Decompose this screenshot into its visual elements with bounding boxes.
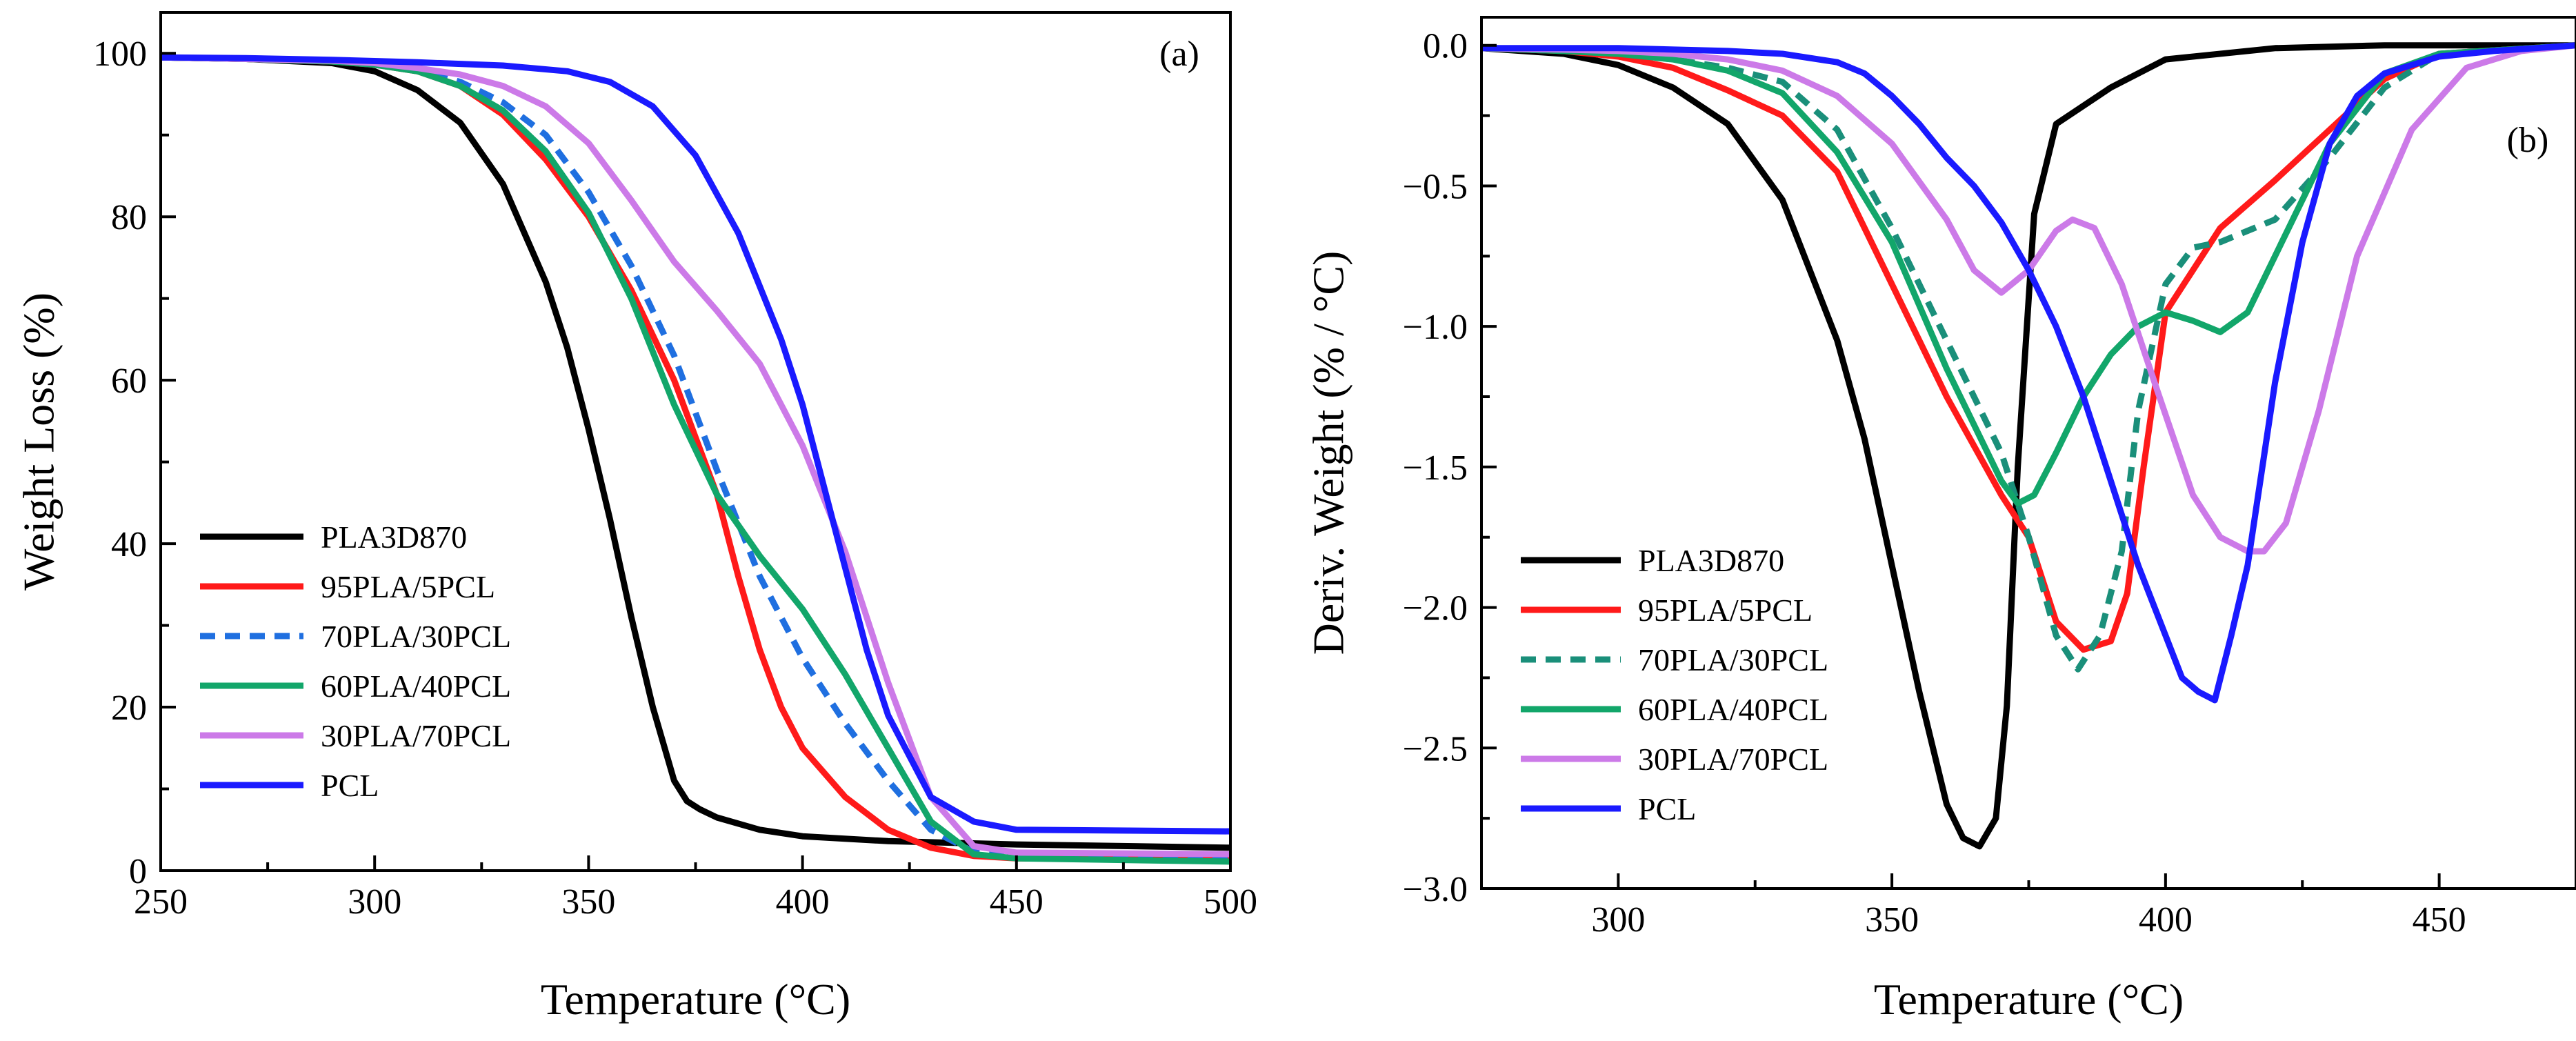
y-tick-label-b: −3.0 [1403, 870, 1468, 909]
series-line-pla3d870 [161, 54, 1230, 851]
legend-label: 60PLA/40PCL [321, 668, 511, 704]
legend-item-pla3d870: PLA3D870 [200, 519, 467, 555]
legend-label: 60PLA/40PCL [1638, 692, 1828, 727]
legend-label: PCL [1638, 791, 1696, 826]
x-tick-label-b: 400 [2139, 900, 2193, 940]
panel-label-b: (b) [2507, 121, 2549, 160]
x-tick-label-b: 300 [1591, 900, 1645, 940]
legend-label: PLA3D870 [321, 519, 467, 555]
series-line-70pla-30pcl [161, 54, 1230, 861]
legend-b: PLA3D870 95PLA/5PCL 70PLA/30PCL 60PLA/40PCL… [1521, 543, 1828, 826]
y-tick-label-a: 60 [111, 361, 147, 401]
y-axis-title-b: Deriv. Weight (% / °C) [1304, 251, 1352, 655]
x-axis-title-a: Temperature (°C) [541, 975, 850, 1024]
series-group-a [161, 54, 1230, 865]
legend-item-70pla-30pcl: 70PLA/30PCL [200, 619, 511, 654]
series-line-pla3d870 [1481, 42, 2576, 850]
x-tick-label-a: 500 [1204, 882, 1257, 922]
x-tick-label-a: 250 [134, 882, 188, 922]
x-axis-title-b: Temperature (°C) [1874, 975, 2184, 1024]
legend-label: PLA3D870 [1638, 543, 1784, 578]
legend-label: 30PLA/70PCL [321, 718, 511, 753]
series-line-pcl [161, 54, 1230, 835]
legend-item-pla3d870: PLA3D870 [1521, 543, 1784, 578]
y-tick-label-a: 0 [129, 852, 147, 891]
series-line-pcl [1481, 42, 2576, 704]
legend-label: 70PLA/30PCL [1638, 642, 1828, 677]
legend-item-30pla-70pcl: 30PLA/70PCL [1521, 742, 1828, 777]
legend-item-60pla-40pcl: 60PLA/40PCL [200, 668, 511, 704]
series-line-60pla-40pcl [1481, 42, 2576, 507]
legend-item-95pla-5pcl: 95PLA/5PCL [1521, 593, 1813, 628]
legend-label: 95PLA/5PCL [1638, 593, 1813, 628]
chart-panel-b: 300 350 400 450 0.0 −0.5 −1.0 −1.5 −2.0 −2.5 −3.0 T… [1304, 16, 2576, 1024]
legend-item-60pla-40pcl: 60PLA/40PCL [1521, 692, 1828, 727]
x-tick-label-a: 350 [561, 882, 615, 922]
legend-item-95pla-5pcl: 95PLA/5PCL [200, 569, 495, 604]
y-tick-label-a: 100 [93, 34, 147, 74]
y-tick-label-a: 80 [111, 198, 147, 237]
legend-item-pcl: PCL [1521, 791, 1696, 826]
legend-label: PCL [321, 768, 379, 803]
panel-label-a: (a) [1159, 34, 1199, 74]
y-tick-label-b: −2.0 [1403, 589, 1468, 628]
legend-item-30pla-70pcl: 30PLA/70PCL [200, 718, 511, 753]
legend-item-70pla-30pcl: 70PLA/30PCL [1521, 642, 1828, 677]
y-tick-label-b: −2.5 [1403, 729, 1468, 769]
legend-item-pcl: PCL [200, 768, 379, 803]
legend-label: 95PLA/5PCL [321, 569, 495, 604]
y-tick-label-b: −1.5 [1403, 448, 1468, 488]
series-line-30pla-70pcl [1481, 42, 2576, 555]
x-tick-label-a: 400 [776, 882, 830, 922]
x-tick-label-b: 350 [1865, 900, 1919, 940]
y-tick-label-b: 0.0 [1423, 27, 1468, 66]
y-tick-label-b: −1.0 [1403, 308, 1468, 347]
y-tick-label-a: 40 [111, 525, 147, 564]
legend-label: 30PLA/70PCL [1638, 742, 1828, 777]
x-tick-label-b: 450 [2413, 900, 2466, 940]
legend-a: PLA3D870 95PLA/5PCL 70PLA/30PCL 60PLA/40PCL… [200, 519, 511, 803]
y-tick-label-a: 20 [111, 688, 147, 728]
y-tick-label-b: −0.5 [1403, 167, 1468, 206]
series-line-95pla-5pcl [1481, 42, 2576, 653]
series-group-b [1481, 42, 2576, 850]
legend-label: 70PLA/30PCL [321, 619, 511, 654]
y-axis-title-a: Weight Loss (%) [14, 293, 63, 591]
x-tick-label-a: 300 [348, 882, 401, 922]
x-tick-label-a: 450 [990, 882, 1044, 922]
chart-panel-a: 250 300 350 400 450 500 0 20 40 60 80 100 Temperatur… [14, 11, 1257, 1024]
